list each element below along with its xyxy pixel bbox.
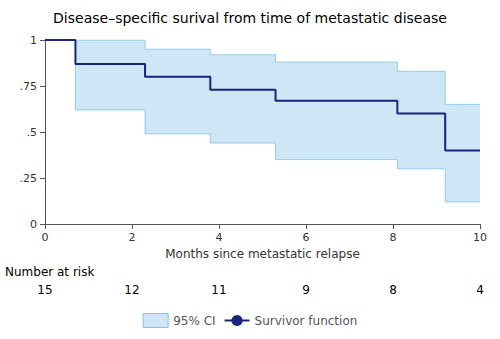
svg-text:1: 1 — [30, 34, 37, 47]
svg-text:4: 4 — [216, 231, 223, 244]
svg-text:2: 2 — [129, 231, 136, 244]
svg-text:.75: .75 — [20, 80, 38, 93]
svg-text:8: 8 — [390, 231, 397, 244]
svg-text:12: 12 — [124, 283, 139, 297]
svg-text:6: 6 — [303, 231, 310, 244]
svg-text:95% CI: 95% CI — [173, 314, 215, 328]
svg-text:0: 0 — [30, 218, 37, 231]
svg-text:11: 11 — [211, 283, 226, 297]
svg-text:Disease–specific surival from: Disease–specific surival from time of me… — [53, 10, 447, 26]
svg-text:8: 8 — [389, 283, 397, 297]
svg-text:.25: .25 — [20, 172, 38, 185]
svg-text:4: 4 — [476, 283, 484, 297]
svg-text:Number at risk: Number at risk — [5, 265, 94, 279]
svg-text:Months since metastatic relaps: Months since metastatic relapse — [165, 247, 360, 261]
svg-text:15: 15 — [37, 283, 52, 297]
svg-text:9: 9 — [302, 283, 310, 297]
svg-text:10: 10 — [473, 231, 487, 244]
svg-text:Survivor function: Survivor function — [255, 314, 358, 328]
svg-text:0: 0 — [42, 231, 49, 244]
svg-text:.5: .5 — [27, 126, 38, 139]
